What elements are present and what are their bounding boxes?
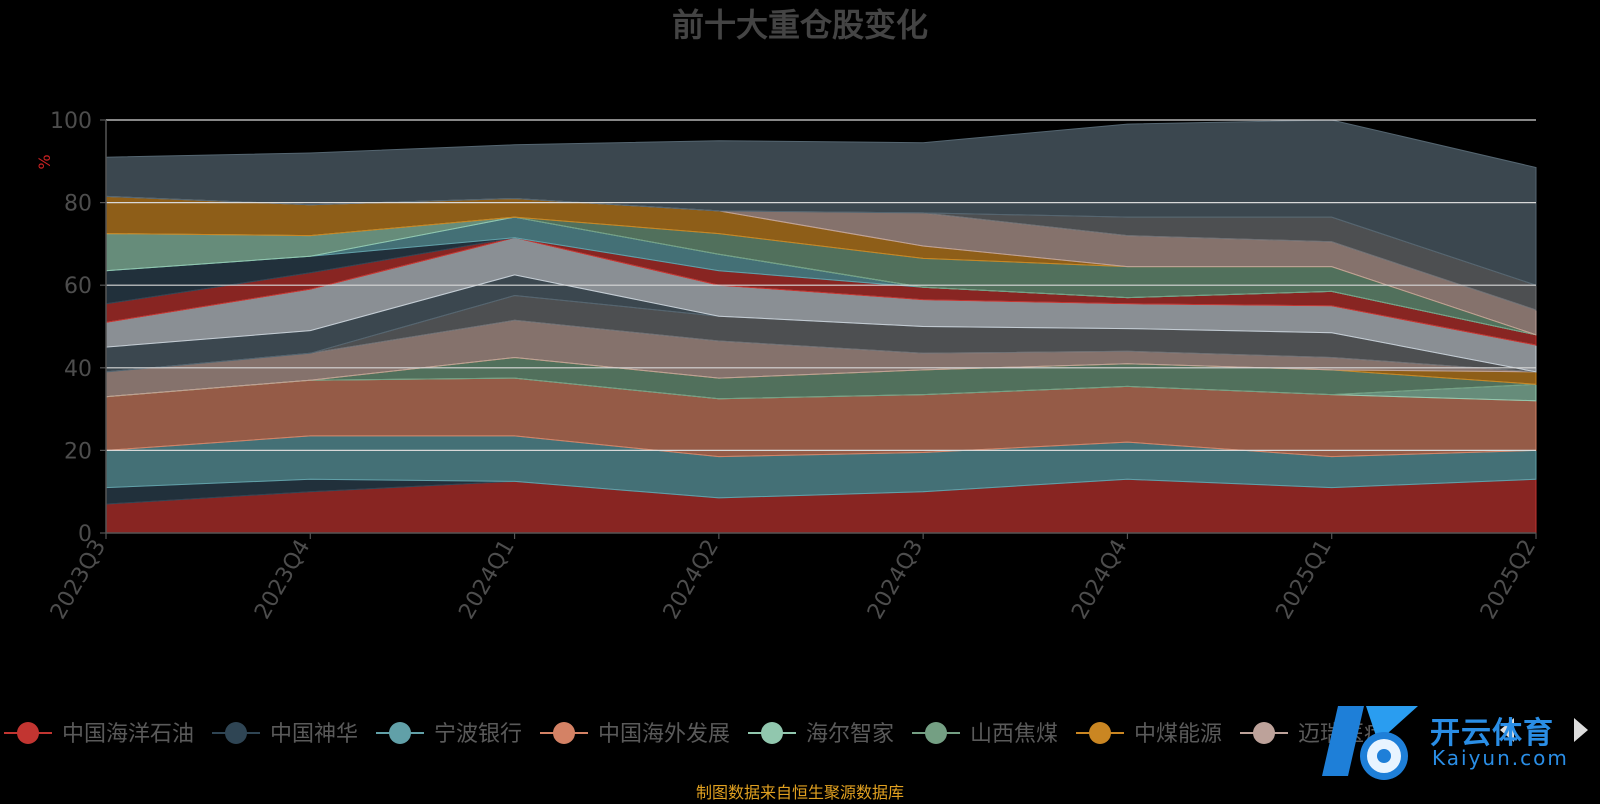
legend-prev-page-button[interactable] xyxy=(1500,718,1514,742)
watermark-logo: 开云体育 Kaiyun.com xyxy=(1318,696,1600,800)
legend-item-1[interactable]: 中国海洋石油 xyxy=(4,722,194,747)
legend-label: 山西焦煤 xyxy=(970,722,1058,747)
legend-label: 中国海洋石油 xyxy=(62,722,194,747)
y-tick-label: 100 xyxy=(50,109,92,134)
legend-marker xyxy=(225,722,247,744)
legend-marker xyxy=(761,722,783,744)
legend-marker xyxy=(1253,722,1275,744)
x-axis-ticks: 2023Q3 2023Q4 2024Q1 2024Q2 2024Q3 2024Q4 2025… xyxy=(46,533,1541,624)
axes xyxy=(105,120,1536,534)
x-tick-label: 2023Q3 xyxy=(46,536,111,624)
legend-item-7[interactable]: 中煤能源 xyxy=(1076,722,1222,747)
y-tick-label: 40 xyxy=(64,357,92,382)
x-tick-label: 2024Q2 xyxy=(659,536,724,624)
legend-label: 宁波银行 xyxy=(434,722,522,747)
watermark-name: 开云体育 xyxy=(1430,716,1554,751)
legend-marker xyxy=(389,722,411,744)
legend-marker xyxy=(553,722,575,744)
legend-marker xyxy=(1089,722,1111,744)
legend-label: 中煤能源 xyxy=(1134,722,1222,747)
legend-marker xyxy=(925,722,947,744)
x-tick-label: 2024Q4 xyxy=(1067,536,1132,624)
source-note: 制图数据来自恒生聚源数据库 xyxy=(695,783,904,802)
x-tick-label: 2024Q1 xyxy=(454,536,519,624)
x-tick-label: 2025Q1 xyxy=(1272,536,1337,624)
y-axis-ticks: 0 20 40 60 80 100 xyxy=(50,109,106,547)
legend-marker xyxy=(17,722,39,744)
watermark-sub: Kaiyun.com xyxy=(1432,746,1569,770)
legend-label: 中国神华 xyxy=(270,722,358,747)
legend-item-5[interactable]: 海尔智家 xyxy=(748,722,894,747)
y-tick-label: 20 xyxy=(64,439,92,464)
legend-item-3[interactable]: 宁波银行 xyxy=(376,722,522,747)
gridlines xyxy=(106,119,1536,451)
legend-item-2[interactable]: 中国神华 xyxy=(212,722,358,747)
legend-item-4[interactable]: 中国海外发展 xyxy=(540,722,730,747)
y-tick-label: 80 xyxy=(64,192,92,217)
x-tick-label: 2023Q4 xyxy=(250,536,315,624)
y-tick-label: 0 xyxy=(78,522,92,547)
y-axis-label: % xyxy=(35,154,54,169)
x-tick-label: 2025Q2 xyxy=(1476,536,1541,624)
legend: 中国海洋石油中国神华宁波银行中国海外发展海尔智家山西焦煤中煤能源迈瑞医疗 xyxy=(4,722,1386,747)
y-tick-label: 60 xyxy=(64,274,92,299)
chart-title: 前十大重仓股变化 xyxy=(672,6,928,44)
x-tick-label: 2024Q3 xyxy=(863,536,928,624)
legend-item-6[interactable]: 山西焦煤 xyxy=(912,722,1058,747)
area-series-group xyxy=(105,119,1537,534)
legend-label: 中国海外发展 xyxy=(598,722,730,747)
legend-label: 海尔智家 xyxy=(806,722,894,747)
legend-next-page-button[interactable] xyxy=(1574,718,1588,742)
kaiyun-logo-icon xyxy=(1322,706,1418,780)
